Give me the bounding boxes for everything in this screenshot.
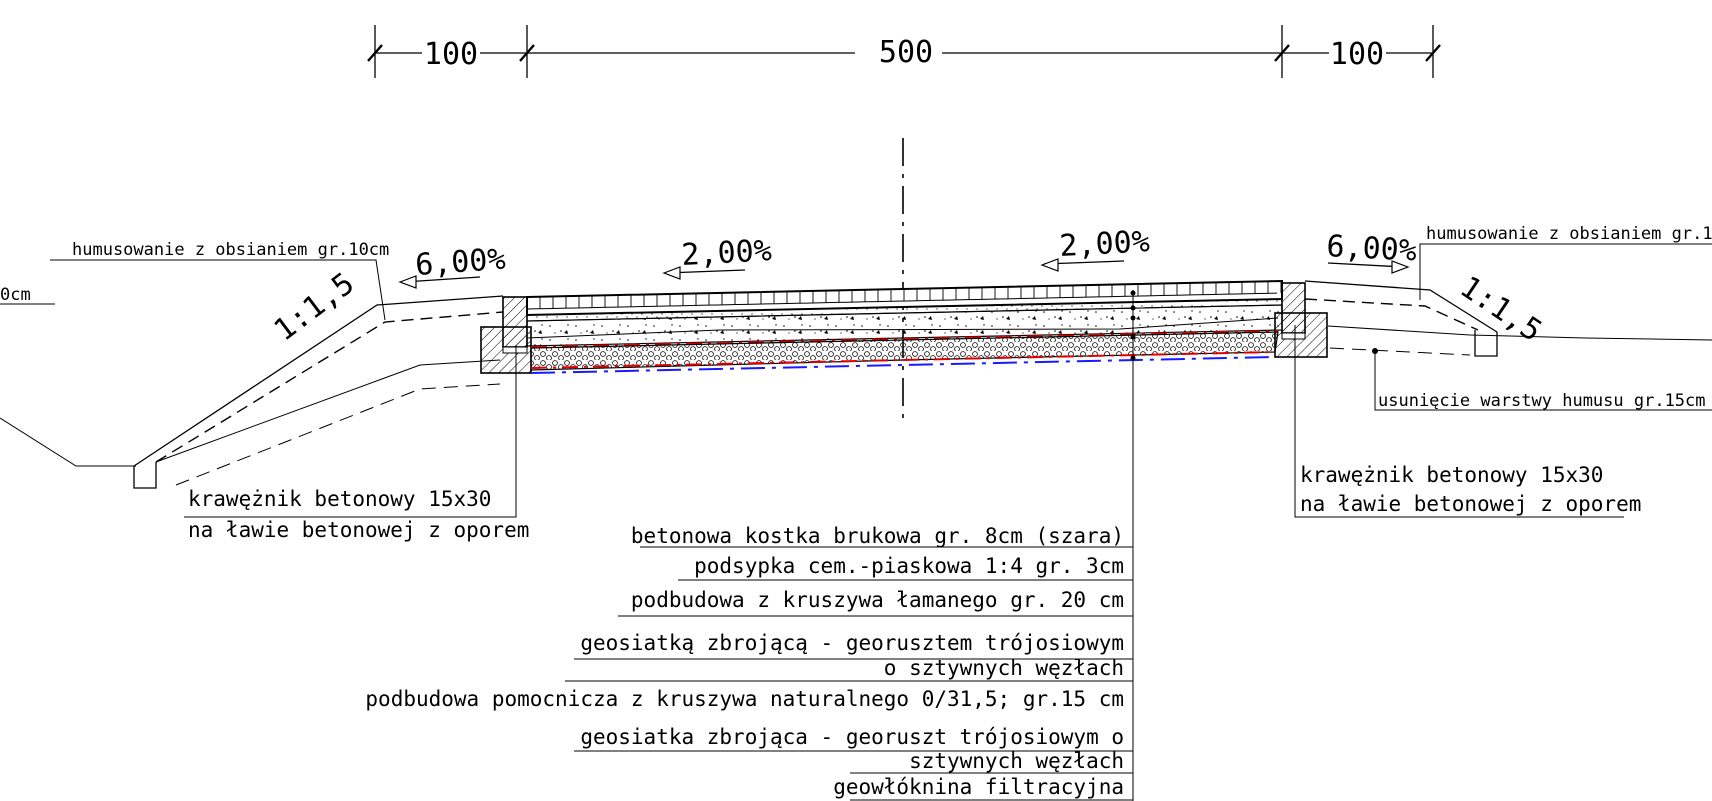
layer-geogrid-lower-line2: sztywnych węzłach	[909, 749, 1124, 773]
dimension-line: 100 500 100	[367, 25, 1441, 78]
layer-geogrid-upper-line1: geosiatką zbrojącą - georusztem trójosio…	[580, 631, 1124, 655]
curb-right-label-line1: krawężnik betonowy 15x30	[1300, 463, 1603, 487]
curb-right-label-line2: na ławie betonowej z oporem	[1300, 492, 1641, 516]
dimension-middle-label: 500	[879, 35, 933, 70]
layer-natural-aggregate: podbudowa pomocnicza z kruszywa naturaln…	[365, 687, 1124, 711]
slope-right-road: 2,00%	[1059, 224, 1151, 264]
annotations: humusowanie z obsianiem gr.10cm 0cm humu…	[0, 224, 1712, 801]
slope-left-embankment: 1:1,5	[268, 266, 361, 348]
humus-left-label: humusowanie z obsianiem gr.10cm	[72, 240, 389, 260]
pavement-layers	[526, 279, 1283, 374]
curb-right	[1274, 282, 1328, 358]
terrain-lines	[0, 280, 1712, 489]
layer-geogrid-upper-line2: o sztywnych węzłach	[884, 656, 1124, 680]
dimension-left-label: 100	[424, 37, 478, 72]
layer-crushed-aggregate: podbudowa z kruszywa łamanego gr. 20 cm	[631, 588, 1124, 612]
curb-left-label-line1: krawężnik betonowy 15x30	[188, 487, 491, 511]
layer-geotextile: geowłóknina filtracyjna	[833, 775, 1124, 799]
curb-left-label-line2: na ławie betonowej z oporem	[188, 518, 529, 542]
humus-right-label: humusowanie z obsianiem gr.10c	[1426, 224, 1712, 244]
curb-left	[480, 296, 532, 374]
layer-paving-blocks: betonowa kostka brukowa gr. 8cm (szara)	[631, 524, 1124, 548]
slope-right-embankment: 1:1,5	[1454, 270, 1548, 350]
slope-left-outer: 6,00%	[414, 242, 507, 283]
humus-left-edge-label: 0cm	[0, 285, 31, 305]
layer-geogrid-lower-line1: geosiatka zbrojąca - georuszt trójosiowy…	[580, 725, 1124, 749]
layer-bedding: podsypka cem.-piaskowa 1:4 gr. 3cm	[694, 554, 1124, 578]
slope-right-outer: 6,00%	[1326, 229, 1418, 269]
slope-left-road: 2,00%	[681, 233, 773, 273]
dimension-right-label: 100	[1330, 37, 1384, 72]
topsoil-removal-label: usunięcie warstwy humusu gr.15cm	[1378, 391, 1706, 411]
